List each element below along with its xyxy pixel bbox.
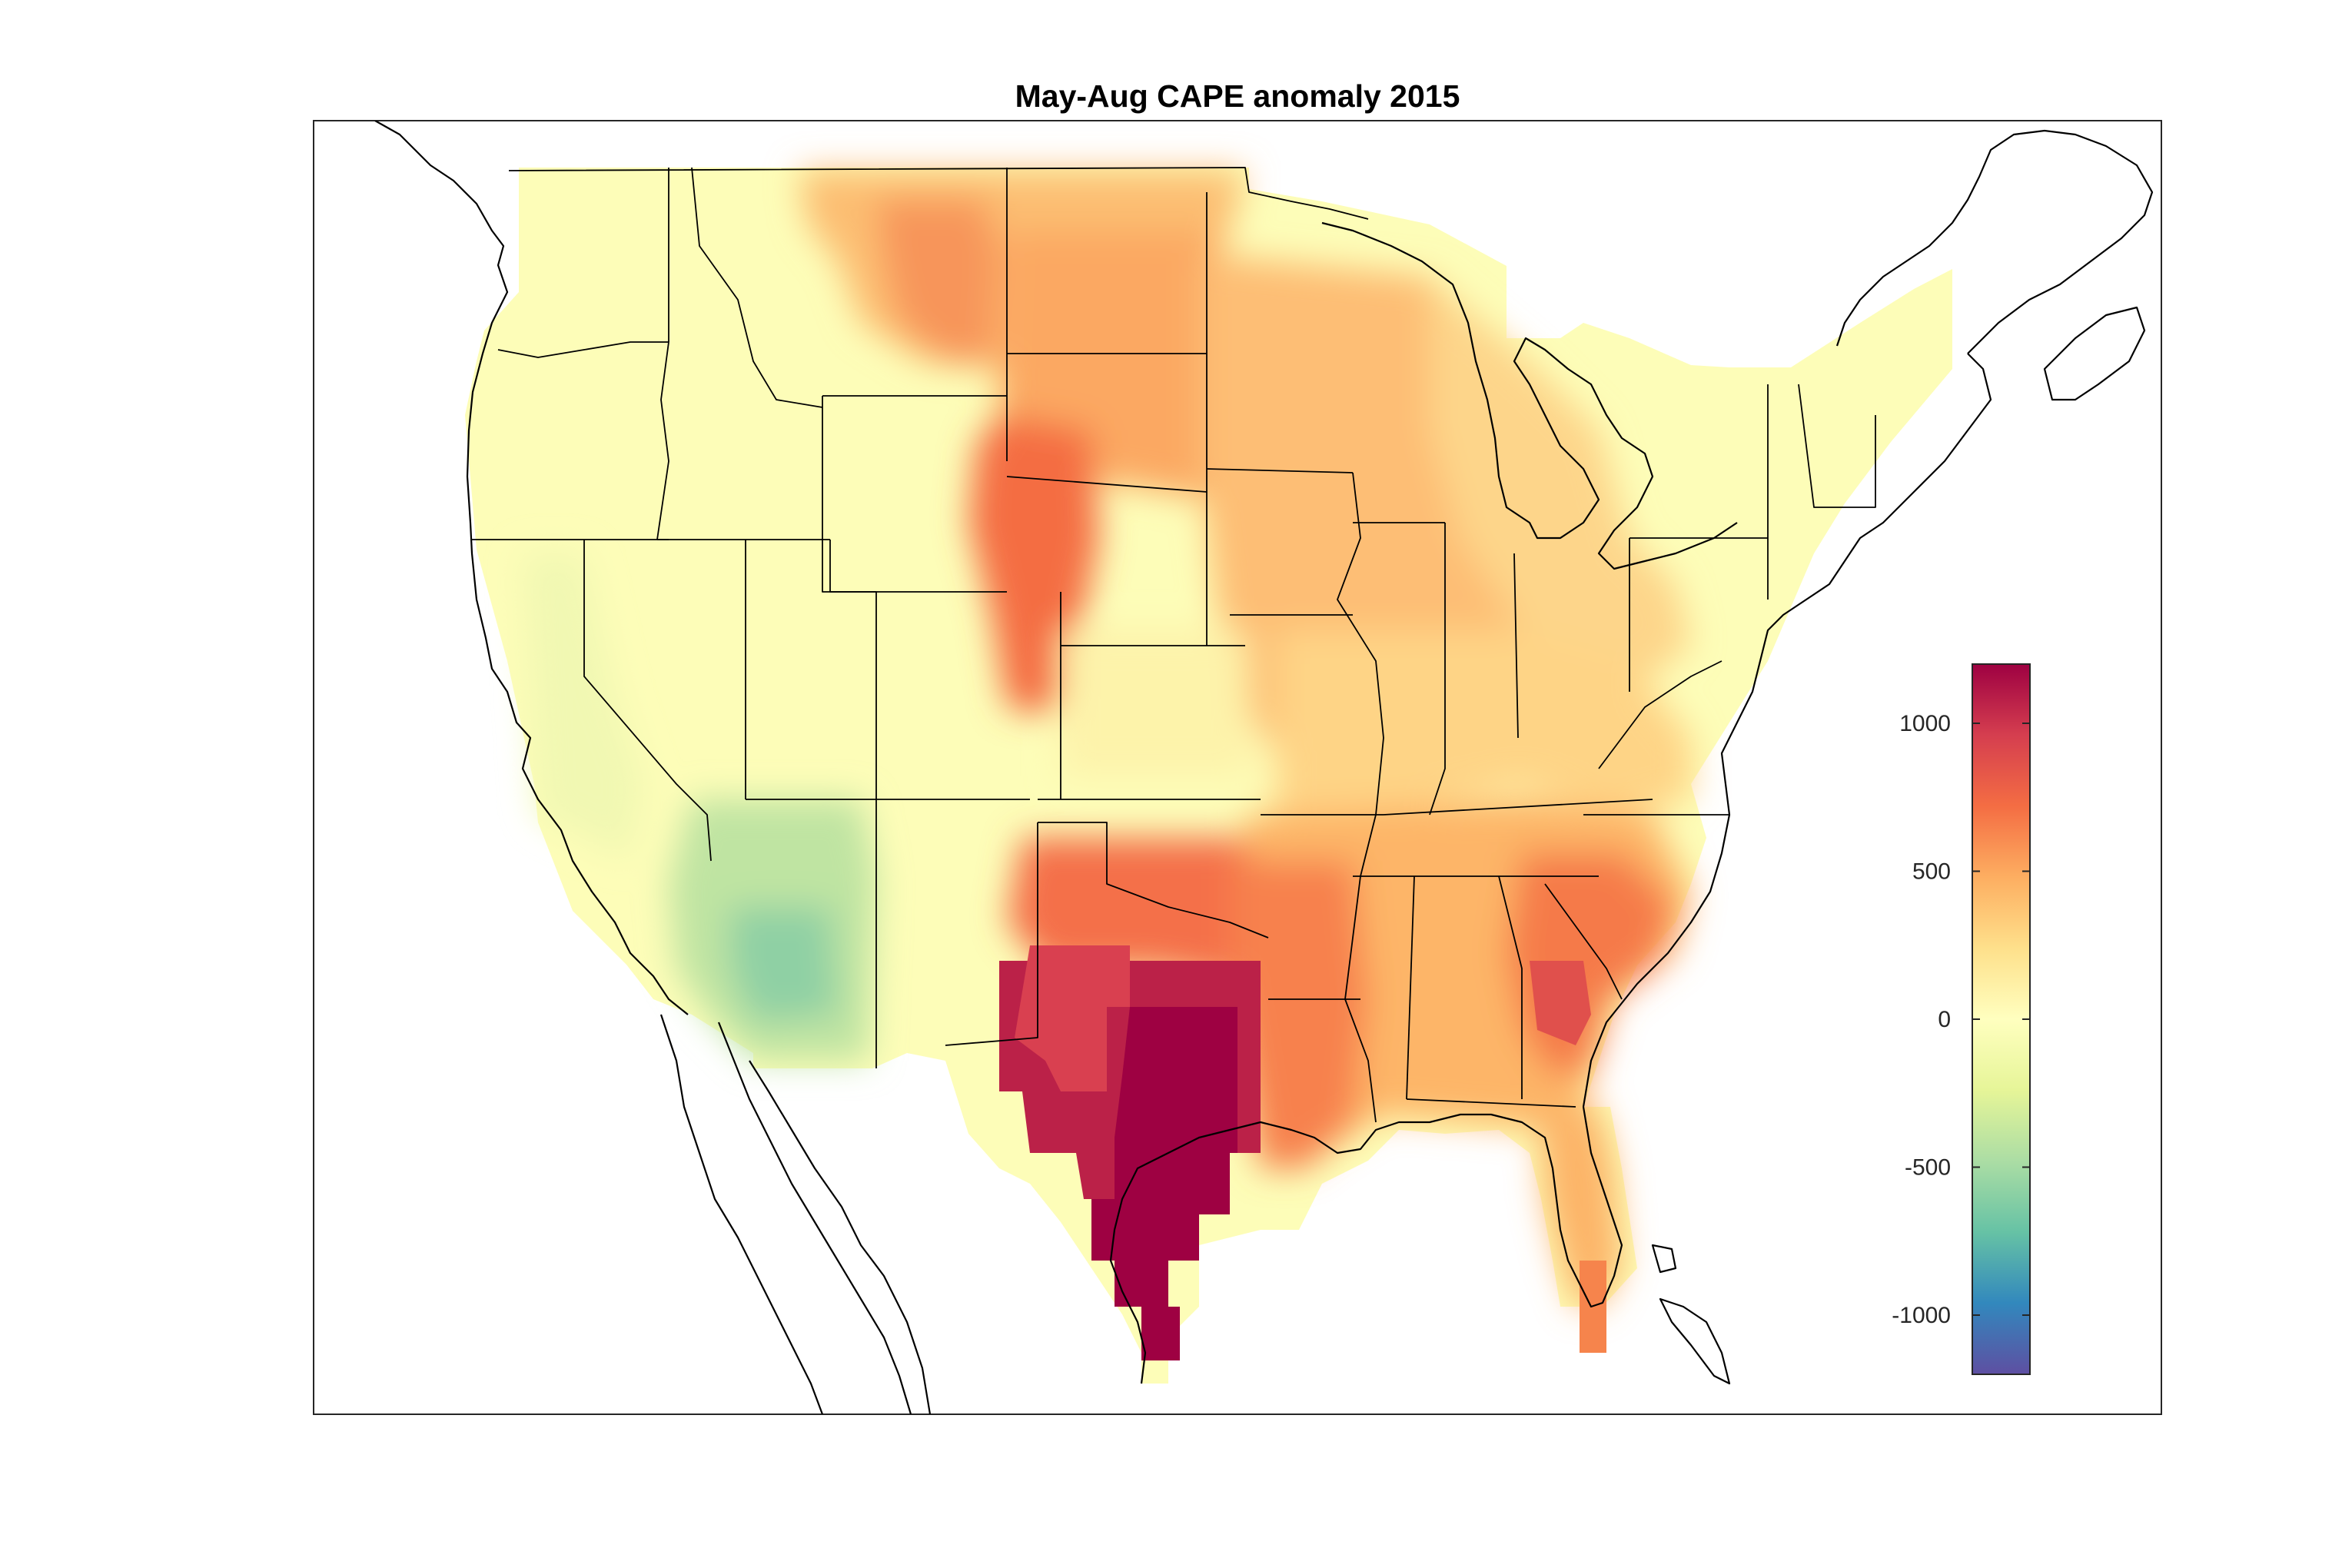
baja-coast-west <box>659 1014 824 1414</box>
colorbar-gradient <box>1972 663 2031 1375</box>
al-ga-border <box>1498 875 1523 1099</box>
colorbar-tick-label: 0 <box>1938 1007 1951 1032</box>
region-great-lakes <box>1430 277 1691 692</box>
region-texas-core <box>1091 1007 1237 1360</box>
ok-tx-border <box>1038 822 1269 938</box>
region-arizona-core <box>730 907 838 1022</box>
new-england-border <box>1798 384 1876 508</box>
mexico-coast-west <box>749 1060 932 1414</box>
ga-sc-border <box>1544 883 1623 1000</box>
region-kansas-light <box>1061 630 1253 776</box>
region-georgia-hot <box>1530 961 1591 1045</box>
wy-co-border <box>822 396 1007 593</box>
gulf-coastline <box>1109 1106 1623 1384</box>
atlantic-coastline <box>1582 353 1992 1108</box>
region-texas-east <box>1015 945 1130 1091</box>
cuba-coast <box>1659 1297 1731 1385</box>
region-ohio-valley <box>1276 630 1691 815</box>
ms-river <box>1337 472 1384 1123</box>
colorbar-tick-label: 1000 <box>1899 711 1951 736</box>
il-in-border <box>1429 523 1446 816</box>
coastlines <box>374 121 2154 1414</box>
us-canada-border <box>508 167 1369 220</box>
region-montana-core <box>876 200 999 361</box>
ga-fl-border <box>1406 1098 1576 1108</box>
map-title: May-Aug CAPE anomaly 2015 <box>1015 78 1460 114</box>
region-florida <box>1537 1107 1622 1307</box>
ky-tn-border <box>1383 799 1653 816</box>
or-id-border <box>656 341 669 540</box>
colorbar-ticks: 1000 500 0 -500 -1000 <box>1892 711 2030 1328</box>
tx-nm-border <box>945 822 1038 1046</box>
great-lakes-shore <box>1321 221 1738 570</box>
mn-ia-border <box>1206 468 1354 473</box>
id-mt-border <box>691 167 823 408</box>
ms-al-border <box>1406 875 1415 1100</box>
wa-or-border <box>497 341 669 358</box>
ut-co-border <box>829 540 877 799</box>
va-wv-border <box>1598 660 1722 769</box>
colorbar-tick-label: -500 <box>1905 1155 1951 1181</box>
pacific-coastline <box>374 121 689 1015</box>
bahamas-coast <box>1651 1244 1677 1274</box>
colorbar-tick-label: -1000 <box>1892 1303 1951 1328</box>
in-oh-border <box>1513 553 1519 739</box>
region-louisiana-arkansas <box>1230 861 1368 1168</box>
colorbar: 1000 500 0 -500 -1000 <box>1892 663 2031 1375</box>
region-nevada-pale <box>523 553 646 861</box>
sd-ne-border <box>1006 476 1208 493</box>
colorbar-tick-label: 500 <box>1912 859 1951 885</box>
baja-coast-east <box>717 1022 912 1414</box>
newfoundland-coast <box>2043 306 2146 401</box>
ca-nv-border <box>583 540 712 862</box>
state-borders <box>470 167 1876 1123</box>
canada-east-coast <box>1835 129 2154 354</box>
anomaly-field <box>465 168 1952 1384</box>
